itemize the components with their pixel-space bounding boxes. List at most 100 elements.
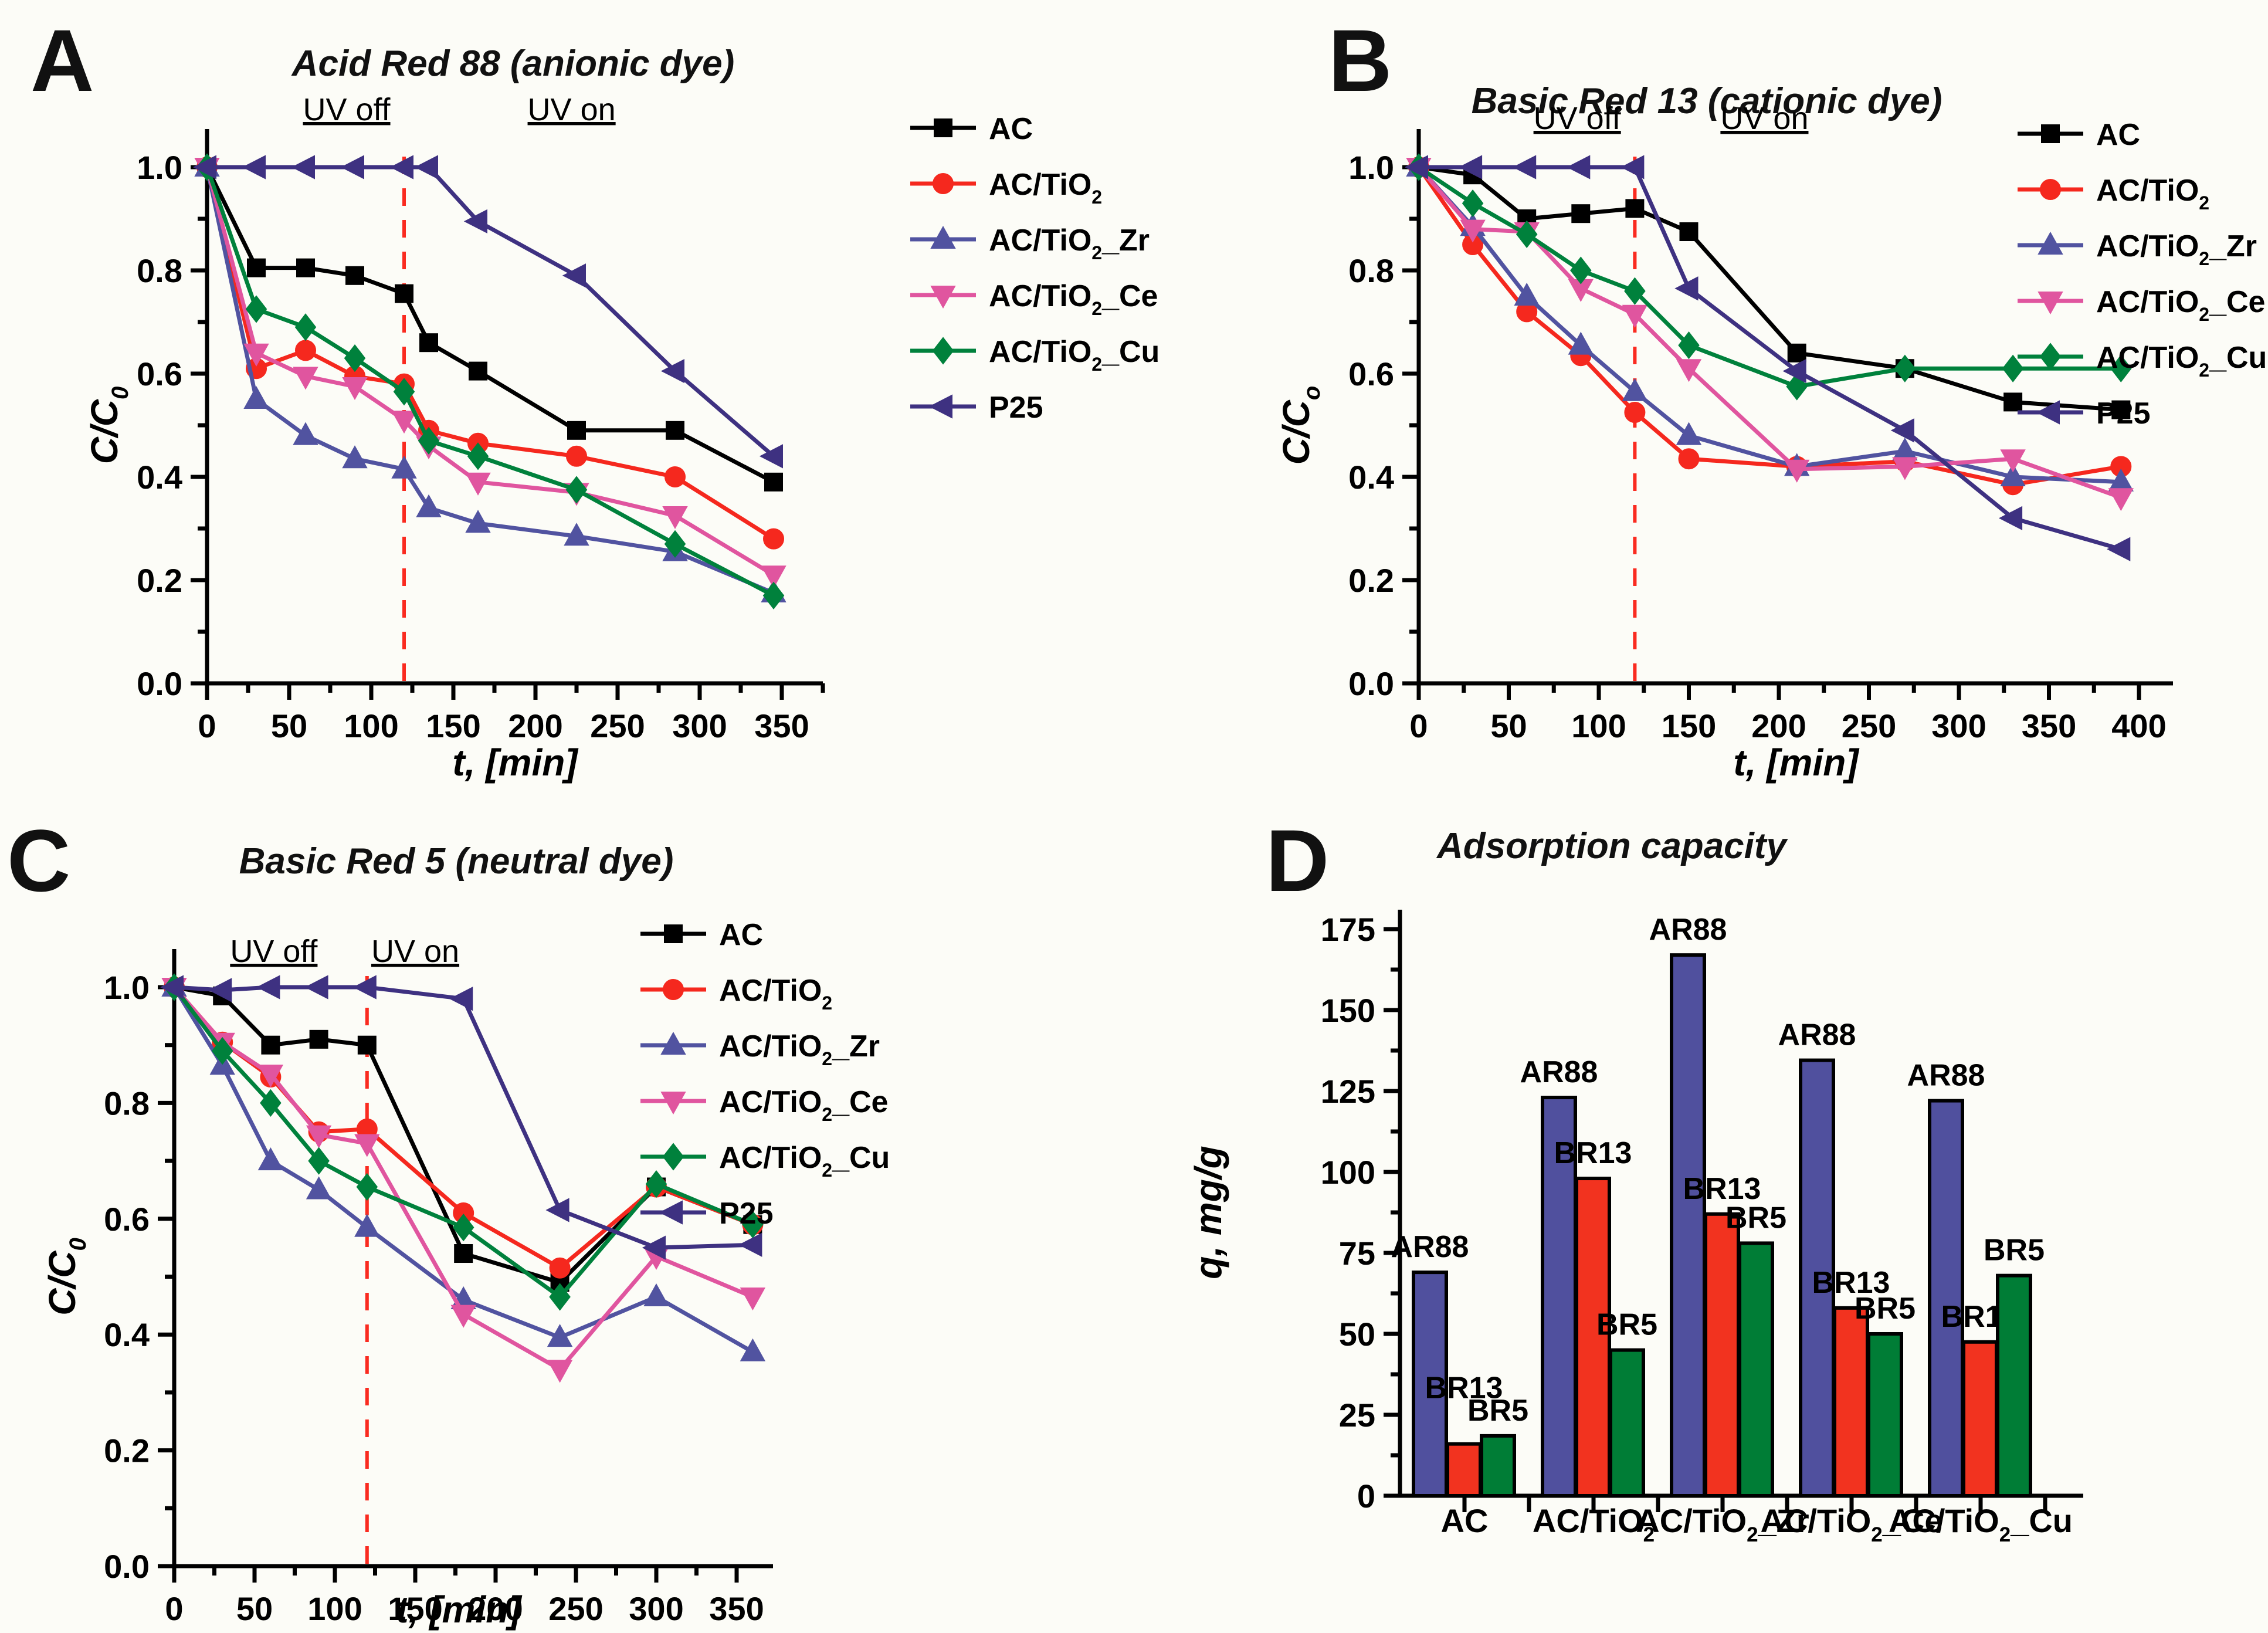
y-tick-label: 150	[1321, 992, 1375, 1029]
legend-marker-circle-icon	[933, 173, 954, 194]
data-point-marker	[306, 1176, 332, 1200]
series-line	[1417, 165, 2122, 500]
series-P25	[1404, 155, 2131, 561]
y-tick-label: 0.0	[1348, 665, 1394, 702]
data-point-marker	[391, 455, 417, 479]
legend-item-AC-TiO2: AC/TiO2	[2018, 174, 2209, 214]
data-point-marker	[562, 263, 586, 288]
panel-d-title: Adsorption capacity	[1437, 826, 1786, 866]
data-point-marker	[247, 258, 266, 277]
data-point-marker	[1516, 220, 1538, 249]
uv-annotation: UV off	[1534, 101, 1622, 136]
bar-value-label: BR13	[1554, 1136, 1632, 1170]
data-point-marker	[666, 421, 684, 440]
data-point-marker	[469, 361, 487, 381]
data-point-marker	[242, 155, 266, 179]
x-tick-label: 200	[508, 707, 562, 744]
y-axis-label: C/C0	[41, 1238, 91, 1315]
data-point-marker	[342, 377, 368, 401]
legend-marker-square-icon	[2041, 124, 2060, 143]
bar-BR13-AC	[1446, 1442, 1482, 1498]
x-tick-label: 100	[1571, 707, 1626, 744]
panel-a-acid-red-88: 0.0 0.2 0.4 0.6 0.8 1.0 0 50 100 150 200 250 300 350 U…	[83, 92, 1160, 784]
bar-value-label: BR5	[1855, 1292, 1916, 1326]
y-tick-label: 0.4	[137, 459, 182, 496]
data-point-marker	[1782, 358, 1806, 384]
bar-BR13-AC-TiO2-Cu	[1962, 1340, 1998, 1498]
legend-marker-triangle-up-icon	[660, 1031, 686, 1055]
bar-BR5-AC	[1480, 1434, 1516, 1498]
x-tick-label: 150	[426, 707, 480, 744]
y-tick-label: 0.6	[104, 1201, 150, 1238]
data-point-marker	[260, 1089, 282, 1117]
y-tick-label: 0.6	[137, 355, 182, 392]
uv-annotation: UV off	[230, 934, 318, 969]
data-point-marker	[1571, 204, 1591, 223]
data-point-marker	[1678, 448, 1700, 470]
bar-BR5-AC-TiO2-Ce	[1867, 1332, 1903, 1498]
data-point-marker	[2108, 488, 2134, 511]
legend-marker-circle-icon	[663, 979, 684, 1000]
data-point-marker	[1404, 155, 1428, 179]
legend-marker-diamond-icon	[2039, 343, 2062, 371]
data-point-marker	[418, 426, 440, 455]
data-point-marker	[1890, 418, 1914, 443]
x-tick-label: 100	[344, 707, 398, 744]
y-tick-label: 0.0	[104, 1548, 150, 1585]
data-point-marker	[192, 155, 216, 179]
data-point-marker	[547, 1324, 573, 1347]
legend-item-AC-TiO2: AC/TiO2	[910, 168, 1102, 208]
data-point-marker	[1621, 155, 1645, 179]
data-point-marker	[340, 155, 364, 179]
data-point-marker	[308, 1147, 330, 1175]
data-point-marker	[1567, 155, 1591, 179]
data-point-marker	[1514, 282, 1540, 306]
data-point-marker	[1622, 304, 1648, 328]
data-point-marker	[740, 1338, 766, 1361]
data-point-marker	[545, 1198, 569, 1222]
data-point-marker	[1676, 359, 1702, 382]
uv-annotation: UV off	[303, 92, 391, 127]
data-point-marker	[356, 1173, 378, 1201]
data-point-marker	[295, 340, 316, 361]
legend-marker-triangle-left-icon	[2036, 400, 2060, 425]
data-point-marker	[261, 1035, 280, 1055]
data-point-marker	[549, 1257, 571, 1279]
y-axis-label: C/C0	[83, 387, 133, 464]
legend-item-P25: P25	[640, 1197, 774, 1231]
legend-label: AC/TiO2_Cu	[989, 335, 1160, 375]
data-point-marker	[296, 258, 315, 277]
data-point-marker	[342, 445, 368, 469]
legend: AC AC/TiO2 AC/TiO2_Zr AC/TiO2_Ce AC/TiO2_Cu P…	[2018, 118, 2267, 431]
data-point-marker	[243, 385, 269, 409]
x-tick-label: 200	[1751, 707, 1806, 744]
legend-label: AC	[989, 112, 1033, 146]
data-point-marker	[2002, 354, 2024, 382]
y-tick-label: 0.6	[1348, 355, 1394, 392]
bar-value-label: AR88	[1391, 1230, 1469, 1264]
data-point-marker	[759, 444, 783, 469]
legend-label: AC	[719, 918, 763, 952]
y-tick-label: 0.2	[104, 1432, 150, 1469]
uv-annotation: UV on	[371, 934, 459, 969]
data-point-marker	[1570, 256, 1592, 284]
panel-d-letter: D	[1266, 811, 1330, 910]
x-tick-label: 350	[2022, 707, 2076, 744]
legend-marker-square-icon	[934, 118, 952, 137]
data-point-marker	[256, 975, 280, 1000]
data-point-marker	[1679, 222, 1699, 241]
data-point-marker	[449, 987, 473, 1011]
legend-label: AC/TiO2_Cu	[719, 1141, 890, 1181]
data-point-marker	[1784, 459, 1810, 483]
series-P25	[160, 975, 762, 1260]
bar-value-label: BR5	[1725, 1201, 1786, 1235]
x-axis-label: t, [min]	[1733, 741, 1860, 784]
x-tick-label: 300	[629, 1590, 683, 1627]
y-tick-label: 0.8	[137, 252, 182, 289]
x-tick-label: 250	[548, 1590, 603, 1627]
data-point-marker	[357, 1035, 377, 1055]
data-point-marker	[257, 1147, 284, 1171]
data-point-marker	[566, 445, 587, 467]
x-tick-label: 50	[236, 1590, 273, 1627]
